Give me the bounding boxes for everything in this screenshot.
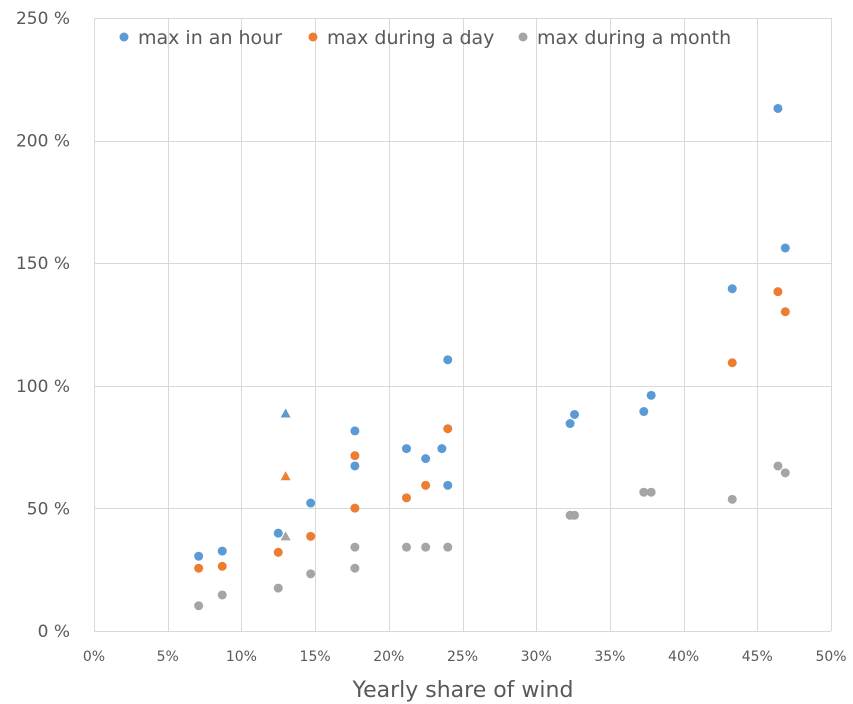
series-3-point xyxy=(570,510,580,520)
x-tick-label: 35% xyxy=(594,649,625,665)
x-tick-label: 0% xyxy=(83,649,105,665)
series-3-point xyxy=(350,563,360,573)
y-tick-label: 250 % xyxy=(16,9,70,29)
y-tick-label: 50 % xyxy=(27,499,70,519)
series-2-point xyxy=(401,493,411,503)
x-tick-label: 30% xyxy=(521,649,552,665)
series-2-point xyxy=(194,563,204,573)
series-2-point xyxy=(780,307,790,317)
series-1-point xyxy=(421,454,431,464)
series-3-point xyxy=(443,542,453,552)
series-2-point xyxy=(306,531,316,541)
legend-marker-1 xyxy=(119,32,129,42)
series-1-point xyxy=(443,355,453,365)
series-3-point xyxy=(306,569,316,579)
series-1-point xyxy=(350,426,360,436)
series-2-point xyxy=(773,287,783,297)
y-tick-label: 150 % xyxy=(16,254,70,274)
legend-label-3: max during a month xyxy=(537,27,731,49)
x-axis-title: Yearly share of wind xyxy=(352,678,574,703)
legend: max in an hour max during a day max during… xyxy=(119,27,731,49)
x-tick-label: 5% xyxy=(157,649,179,665)
series-1-point xyxy=(570,409,580,419)
x-tick-label: 45% xyxy=(742,649,773,665)
series-1-point xyxy=(437,444,447,454)
x-tick-label: 40% xyxy=(668,649,699,665)
series-2-point xyxy=(273,547,283,557)
legend-marker-2 xyxy=(308,32,318,42)
series-3-point xyxy=(421,542,431,552)
series-1-point xyxy=(273,528,283,538)
series-1-point xyxy=(217,546,227,556)
series-3-point xyxy=(780,468,790,478)
series-3-point xyxy=(401,542,411,552)
legend-marker-3 xyxy=(518,32,528,42)
series-1-point xyxy=(350,461,360,471)
series-3-triangle-point xyxy=(280,531,291,541)
series-1-point xyxy=(443,480,453,490)
legend-label-1: max in an hour xyxy=(138,27,282,49)
legend-label-2: max during a day xyxy=(327,27,494,49)
series-2-point xyxy=(350,503,360,513)
series-1-point xyxy=(565,419,575,429)
series-2-point xyxy=(727,358,737,368)
series-1-point xyxy=(639,407,649,417)
series-1-point xyxy=(401,444,411,454)
series-2-point xyxy=(421,480,431,490)
series-2-point xyxy=(350,451,360,461)
gridlines xyxy=(94,18,832,632)
series-1-point xyxy=(646,390,656,400)
y-tick-label: 100 % xyxy=(16,377,70,397)
data-points xyxy=(194,103,790,611)
series-2-triangle-point xyxy=(280,471,291,481)
x-tick-label: 15% xyxy=(300,649,331,665)
series-1-point xyxy=(306,498,316,508)
series-3-point xyxy=(773,461,783,471)
x-tick-label: 20% xyxy=(373,649,404,665)
series-1-point xyxy=(780,243,790,253)
series-3-point xyxy=(727,494,737,504)
y-axis-tick-labels: 0 % 50 % 100 % 150 % 200 % 250 % xyxy=(16,9,70,642)
series-2-point xyxy=(443,424,453,434)
y-tick-label: 0 % xyxy=(38,622,70,642)
series-3-point xyxy=(350,542,360,552)
series-3-point xyxy=(194,601,204,611)
series-1-point xyxy=(194,551,204,561)
series-3-point xyxy=(639,487,649,497)
x-tick-label: 25% xyxy=(447,649,478,665)
y-tick-label: 200 % xyxy=(16,132,70,152)
x-tick-label: 50% xyxy=(815,649,846,665)
x-tick-label: 10% xyxy=(226,649,257,665)
series-3-point xyxy=(273,583,283,593)
series-3-point xyxy=(217,590,227,600)
series-1-point xyxy=(773,103,783,113)
series-3-point xyxy=(646,487,656,497)
series-2-point xyxy=(217,561,227,571)
series-1-point xyxy=(727,284,737,294)
series-1-triangle-point xyxy=(280,408,291,418)
x-axis-tick-labels: 0% 5% 10% 15% 20% 25% 30% 35% 40% 45% 50% xyxy=(83,649,847,665)
